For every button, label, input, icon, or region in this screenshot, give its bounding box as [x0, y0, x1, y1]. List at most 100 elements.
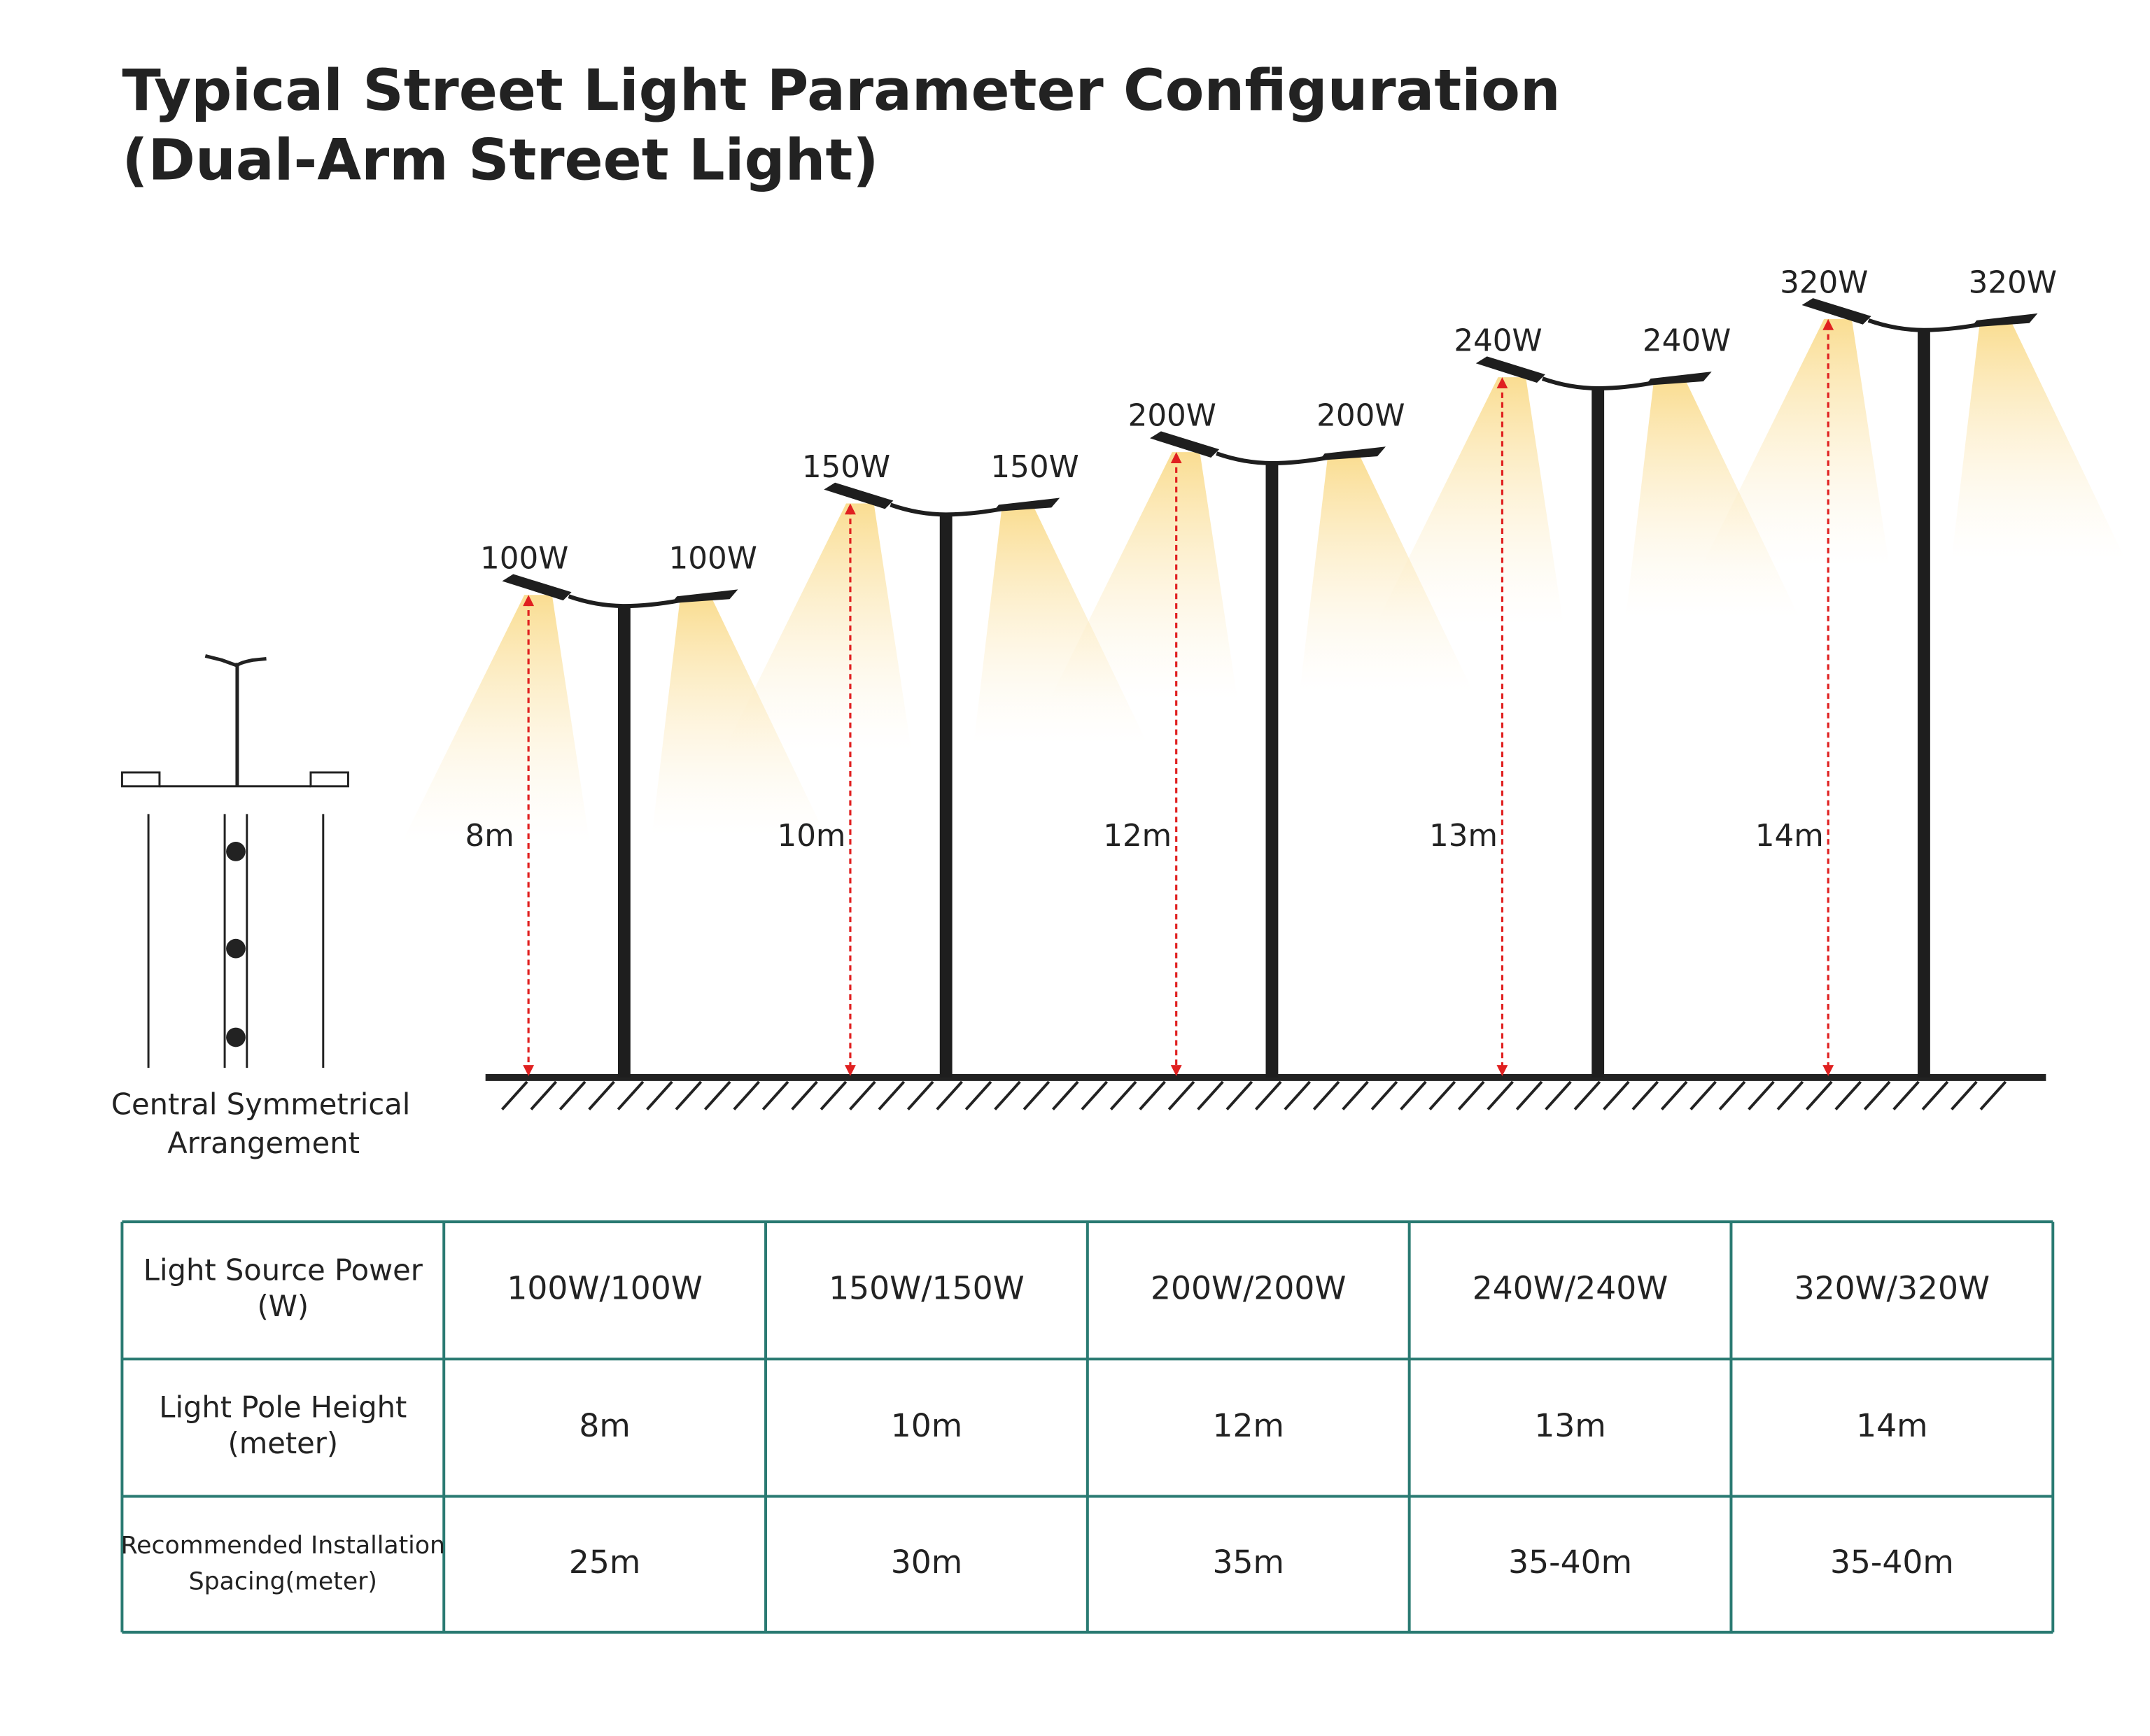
ground-hatch [1573, 1080, 1601, 1110]
ground-hatch [617, 1080, 645, 1110]
arrow [1822, 318, 1834, 330]
table-cell: 25m [569, 1544, 640, 1581]
ground-hatch [1748, 1080, 1775, 1110]
height-label: 10m [777, 819, 845, 854]
ground-hatch [703, 1080, 731, 1110]
title-line: (Dual-Arm Street Light) [122, 127, 878, 193]
arrow [1822, 1065, 1834, 1076]
pole [1918, 330, 1930, 1078]
title-line: Typical Street Light Parameter Configura… [122, 58, 1560, 124]
power-label: 100W [669, 542, 757, 577]
lamp-head [993, 497, 1060, 512]
ground-hatch [1834, 1080, 1862, 1110]
arrow [1170, 452, 1182, 463]
light-cone [402, 595, 590, 842]
height-label: 8m [465, 819, 514, 854]
lamp-head [1475, 356, 1545, 383]
table-cell: 13m [1534, 1407, 1606, 1444]
ground-hatch [558, 1080, 586, 1110]
table-cell: 240W/240W [1473, 1270, 1668, 1307]
table-cell: 35-40m [1830, 1544, 1954, 1581]
arrangement-icon [120, 654, 349, 1068]
power-label: 100W [480, 542, 568, 577]
light-cone [1951, 321, 2126, 559]
ground-hatch [1718, 1080, 1746, 1110]
light-cone [1376, 377, 1564, 624]
row-header: Spacing(meter) [189, 1567, 377, 1595]
arm [1541, 376, 1654, 390]
arm [1867, 318, 1980, 332]
ground-hatch [1052, 1080, 1079, 1110]
ground-hatch [588, 1080, 615, 1110]
light-cone [1300, 455, 1473, 692]
ground-hatch [906, 1080, 934, 1110]
lamp-head [1645, 372, 1712, 386]
lamp-head [1971, 313, 2038, 327]
power-label: 320W [1969, 265, 2057, 300]
parameter-table: Light Source Power(W) 100W/100W 150W/150W 2… [120, 1220, 2055, 1634]
table-cell: 100W/100W [507, 1270, 702, 1307]
power-label: 240W [1643, 324, 1731, 359]
arrow [523, 595, 535, 607]
power-label: 200W [1316, 399, 1405, 434]
ground-hatch [878, 1080, 906, 1110]
arrow [844, 503, 856, 515]
lamp-head [1319, 446, 1386, 461]
row-header: Recommended Installation [121, 1532, 445, 1560]
ground-hatch [675, 1080, 703, 1110]
ground-hatch [733, 1080, 760, 1110]
ground-hatch [1197, 1080, 1224, 1110]
lamp-head [1150, 431, 1220, 458]
ground-hatch [1081, 1080, 1109, 1110]
ground-hatch [964, 1080, 992, 1110]
power-label: 320W [1780, 265, 1868, 300]
ground-hatch [1689, 1080, 1717, 1110]
table-cell: 14m [1856, 1407, 1927, 1444]
ground-hatch [1428, 1080, 1456, 1110]
height-label: 12m [1103, 819, 1172, 854]
power-label: 150W [990, 450, 1078, 485]
power-label: 240W [1454, 324, 1542, 359]
ground-hatch [1660, 1080, 1688, 1110]
row-header: Light Source Power [143, 1252, 423, 1287]
ground-hatch [1370, 1080, 1398, 1110]
pole [1265, 463, 1279, 1078]
ground-hatch [1139, 1080, 1166, 1110]
table-cell: 10m [891, 1407, 962, 1444]
street-light-diagram: 8m 100W 100W 10m 150W 150W 12m 200W 200W 13m 240W 2… [402, 265, 2126, 1110]
row-header: (W) [258, 1289, 309, 1323]
street-light: 12m 200W 200W [1050, 399, 1473, 1078]
power-label: 200W [1128, 399, 1216, 434]
pole [617, 606, 631, 1078]
table-cell: 8m [579, 1407, 630, 1444]
lamp-head [1801, 298, 1871, 325]
ground-hatch [1892, 1080, 1920, 1110]
ground-hatch [1342, 1080, 1369, 1110]
street-light: 10m 150W 150W [724, 450, 1148, 1078]
arrow [1496, 1065, 1508, 1076]
table-cell: 35-40m [1508, 1544, 1632, 1581]
ground-hatch [1312, 1080, 1340, 1110]
ground-hatch [1167, 1080, 1195, 1110]
arm [568, 594, 680, 609]
ground-hatch [1515, 1080, 1543, 1110]
pole [939, 514, 953, 1078]
arm [1216, 451, 1328, 465]
ground-hatch [1863, 1080, 1891, 1110]
ground-hatch [1254, 1080, 1282, 1110]
light-cone [1050, 452, 1237, 699]
pole [1592, 388, 1605, 1078]
table-cell: 30m [891, 1544, 962, 1581]
light-cone [1701, 318, 1890, 566]
table-cell: 320W/320W [1794, 1270, 1990, 1307]
lamp-head [502, 574, 572, 601]
ground-hatch [761, 1080, 789, 1110]
ground-hatch [1225, 1080, 1253, 1110]
ground-hatch [820, 1080, 848, 1110]
ground-hatch [1457, 1080, 1485, 1110]
table-cell: 150W/150W [829, 1270, 1024, 1307]
arrow [844, 1065, 856, 1076]
arm [890, 502, 1002, 517]
ground-hatch [994, 1080, 1021, 1110]
